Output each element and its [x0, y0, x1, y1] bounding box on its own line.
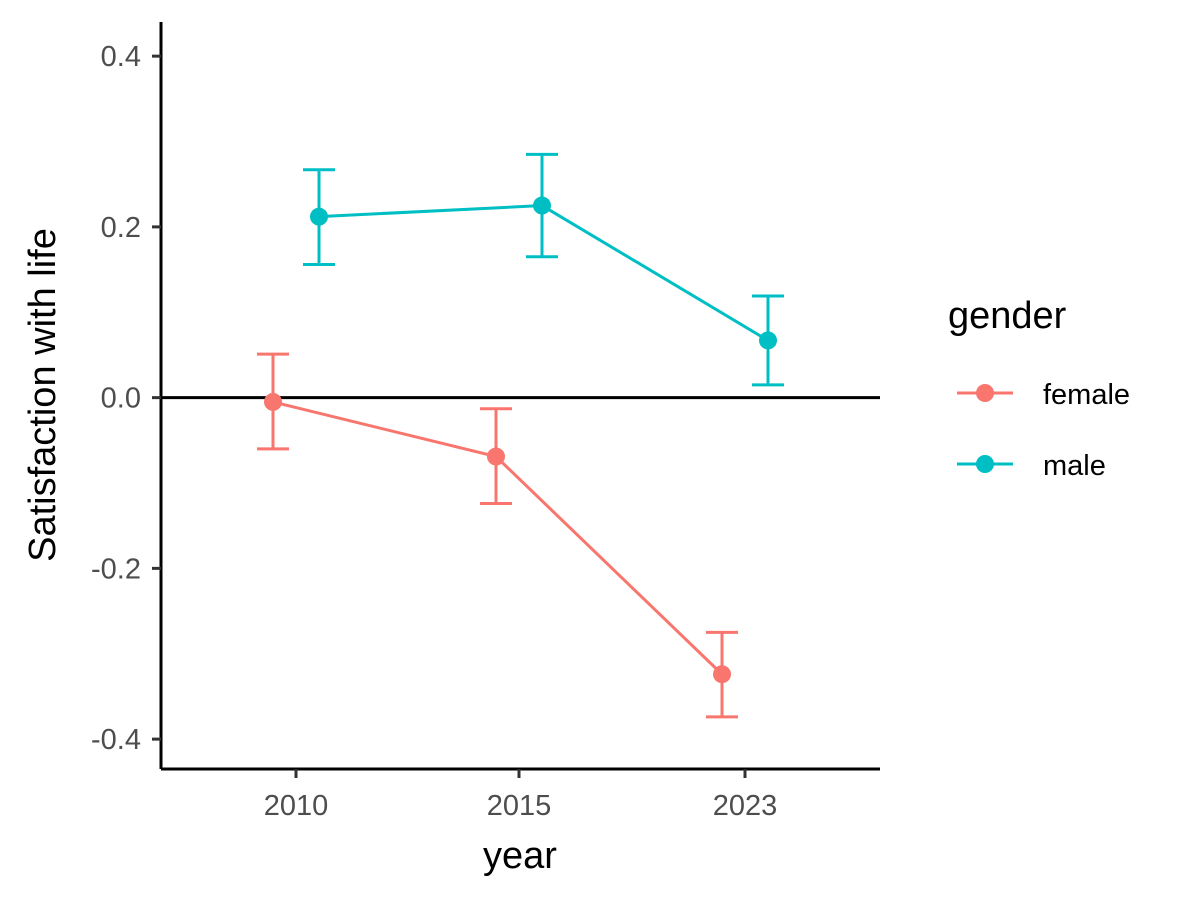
y-tick-label: 0.2 — [101, 212, 141, 244]
legend-key-point — [976, 455, 994, 473]
y-tick-label: 0.4 — [101, 41, 141, 73]
y-axis-title: Satisfaction with life — [22, 228, 64, 562]
y-tick-label: -0.4 — [91, 724, 141, 756]
data-point — [264, 392, 282, 411]
legend: gender female male — [948, 295, 1130, 482]
x-tick-label: 2023 — [713, 790, 778, 822]
legend-item-female: female — [957, 379, 1130, 411]
y-tick-label: -0.2 — [91, 553, 141, 585]
y-tick-label: 0.0 — [101, 383, 141, 415]
x-axis-title: year — [483, 835, 557, 877]
legend-item-male: male — [957, 450, 1106, 482]
series-male — [303, 152, 784, 387]
data-point — [487, 447, 505, 466]
y-axis-ticks: 0.4 0.2 0.0 -0.2 -0.4 — [91, 41, 161, 756]
x-axis-ticks: 2010 2015 2023 — [264, 769, 778, 822]
legend-label: male — [1043, 450, 1106, 482]
legend-key-point — [976, 384, 994, 402]
x-tick-label: 2010 — [264, 790, 329, 822]
data-point — [759, 331, 777, 350]
legend-title: gender — [948, 295, 1067, 337]
data-point — [713, 665, 731, 684]
plot-area — [161, 152, 880, 719]
x-tick-label: 2015 — [487, 790, 552, 822]
series-female — [257, 352, 738, 719]
legend-items: female male — [957, 379, 1130, 482]
data-point — [310, 207, 328, 226]
data-point — [533, 196, 551, 215]
legend-label: female — [1043, 379, 1130, 411]
